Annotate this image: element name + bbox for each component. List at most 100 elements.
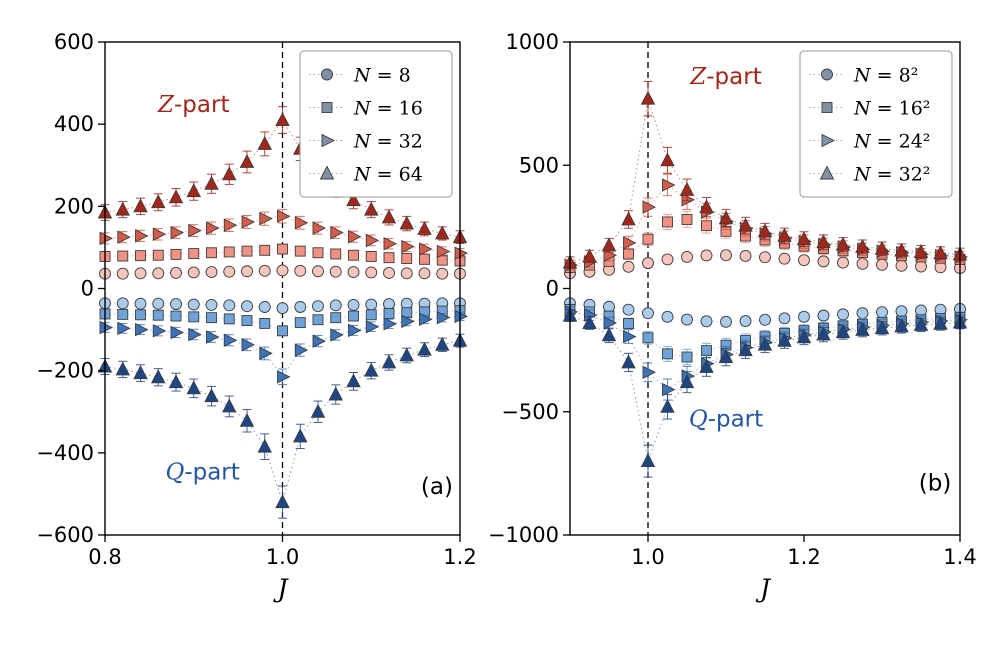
data-point [206,330,220,344]
data-point [699,199,714,214]
data-point [348,249,359,261]
data-point [223,218,238,232]
legend-label: N = 32 [353,131,423,153]
data-point [312,334,327,348]
data-point [365,266,378,279]
data-point [115,361,130,376]
data-point [454,309,469,324]
data-point [718,349,734,363]
data-point [276,302,289,315]
y-tick-label: 1000 [506,30,559,54]
data-point [117,230,131,244]
data-point [855,238,870,253]
data-point [152,249,164,261]
data-point [330,225,344,240]
data-point [661,253,674,266]
data-point [622,260,635,273]
data-point [662,216,673,228]
data-point [188,223,202,238]
data-point [660,152,675,167]
annotation-q-part: Q-part [689,407,763,433]
data-point [294,343,309,357]
data-point [642,332,654,344]
panel-b: 1.0 1.2 1.4 −1000 −500 0 500 1000 J Z-part Q-part (… [488,30,977,603]
data-point [223,265,236,278]
data-point [642,365,657,380]
legend-marker [819,165,835,180]
series-Q-part-triangle-up [97,332,468,519]
data-point [913,317,929,331]
data-point [640,453,656,467]
data-point [170,325,185,340]
data-point [419,242,433,256]
data-point [679,374,695,389]
data-point [223,246,235,258]
data-point [419,253,430,265]
data-point [777,332,792,347]
y-tick-label: 400 [54,112,94,136]
data-point [915,260,927,273]
data-point [259,211,273,226]
data-point [720,315,732,328]
data-point [259,244,271,256]
data-point [383,252,395,264]
data-point [417,220,432,235]
y-tick-label: 500 [519,153,559,177]
legend-marker [321,68,333,81]
data-point [259,317,271,329]
data-point [364,201,379,216]
data-point [135,309,146,321]
y-tick-label: −400 [36,441,94,465]
annotation-z-part: Z-part [689,64,761,90]
data-point [603,300,615,313]
data-point [206,247,217,259]
data-point [276,264,289,277]
data-point [330,328,344,342]
data-point [115,201,130,216]
data-point [152,324,167,338]
data-point [796,231,812,246]
data-point [642,307,654,320]
data-point [312,314,324,326]
data-point [223,333,238,347]
data-point [661,310,674,323]
data-point [151,369,166,384]
legend-marker [821,133,836,148]
data-point [330,312,342,324]
data-point [239,412,255,427]
data-point [241,265,253,278]
data-point [894,318,909,333]
legend-label: N = 16² [853,98,930,120]
data-point [364,362,379,377]
data-point [798,310,810,323]
data-point [718,210,734,225]
data-point [623,329,637,344]
data-point [679,181,695,196]
data-point [241,315,253,326]
data-point [222,166,237,181]
data-point [933,315,948,330]
data-point [816,234,831,249]
data-point [739,250,752,262]
data-point [258,264,271,277]
data-point [400,267,413,280]
data-point [895,305,908,318]
data-point [116,267,129,280]
data-point [757,336,773,351]
data-point [348,230,362,244]
data-point [681,214,693,225]
data-point [312,247,324,259]
data-point [365,298,378,311]
data-point [365,251,377,262]
data-point [816,326,831,341]
data-point [856,307,869,320]
data-point [796,329,812,344]
data-point [417,341,432,356]
data-point [170,310,182,322]
data-point [894,242,909,257]
x-tick-label: 0.8 [88,545,121,569]
data-point [329,265,342,278]
data-point [257,135,272,150]
